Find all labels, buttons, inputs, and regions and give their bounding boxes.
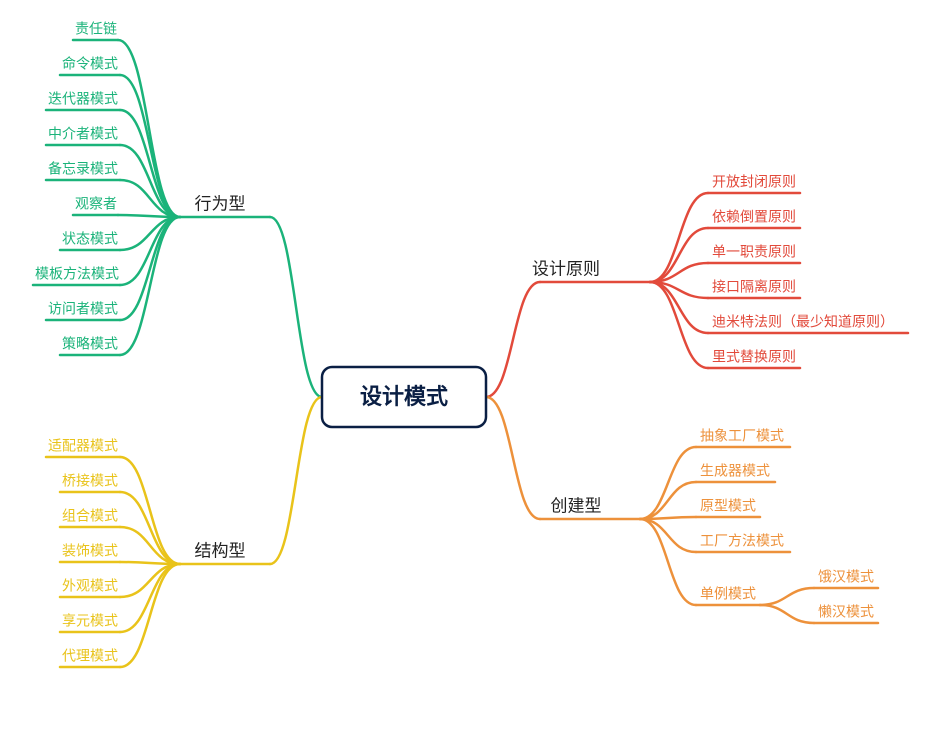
leaf-label-behavioral-6: 状态模式 <box>62 231 118 247</box>
leaf-label-structural-1: 桥接模式 <box>62 473 118 489</box>
edge-behavioral-leaf-0 <box>118 40 180 217</box>
leaf-label-behavioral-3: 中介者模式 <box>48 126 118 142</box>
edge-behavioral-leaf-1 <box>120 75 180 217</box>
leaf-label-behavioral-4: 备忘录模式 <box>48 161 118 177</box>
branch-label-creational: 创建型 <box>551 496 602 515</box>
edge-root-principles <box>486 282 540 397</box>
leaf-label-creational-0: 抽象工厂模式 <box>700 428 784 444</box>
edge-creational-leaf-4 <box>640 519 696 605</box>
branch-label-principles: 设计原则 <box>532 259 600 278</box>
edge-creational-leaf-1 <box>640 482 696 519</box>
leaf-label-behavioral-7: 模板方法模式 <box>35 266 119 282</box>
child-label-creational-4-0: 饿汉模式 <box>818 569 874 585</box>
leaf-label-behavioral-2: 迭代器模式 <box>48 91 118 107</box>
branch-label-behavioral: 行为型 <box>195 194 246 213</box>
leaf-label-structural-2: 组合模式 <box>62 508 118 524</box>
mindmap-canvas: 行为型 责任链命令模式迭代器模式中介者模式备忘录模式观察者状态模式模板方法模式访问… <box>0 0 931 754</box>
edge-principles-leaf-0 <box>650 193 708 282</box>
leaf-label-creational-1: 生成器模式 <box>700 463 770 479</box>
leaf-label-principles-2: 单一职责原则 <box>712 244 796 260</box>
edge-behavioral-leaf-2 <box>120 110 180 217</box>
leaf-label-behavioral-9: 策略模式 <box>62 336 118 352</box>
leaf-label-creational-3: 工厂方法模式 <box>700 533 784 549</box>
edge-root-creational <box>486 397 540 519</box>
leaf-label-principles-1: 依赖倒置原则 <box>712 209 796 225</box>
leaf-label-structural-6: 代理模式 <box>62 648 118 664</box>
edge-creational-leaf-3 <box>640 519 696 552</box>
leaf-label-principles-3: 接口隔离原则 <box>712 279 796 295</box>
leaf-label-creational-2: 原型模式 <box>700 498 756 514</box>
leaf-label-behavioral-5: 观察者 <box>75 196 117 212</box>
edge-creational-leaf-4-child-0 <box>760 588 814 605</box>
leaf-label-behavioral-8: 访问者模式 <box>48 301 118 317</box>
edge-structural-leaf-5 <box>120 564 180 632</box>
branch-label-structural: 结构型 <box>195 541 246 560</box>
edge-principles-leaf-5 <box>650 282 708 368</box>
edge-root-structural <box>270 397 322 564</box>
leaf-label-behavioral-0: 责任链 <box>75 21 117 37</box>
leaf-label-structural-5: 享元模式 <box>62 613 118 629</box>
leaf-label-behavioral-1: 命令模式 <box>62 56 118 72</box>
leaf-label-principles-4: 迪米特法则（最少知道原则） <box>712 314 894 330</box>
leaf-label-structural-4: 外观模式 <box>62 578 118 594</box>
leaf-label-principles-5: 里式替换原则 <box>712 349 796 365</box>
root-label: 设计模式 <box>360 384 448 409</box>
leaf-label-creational-4: 单例模式 <box>700 586 756 602</box>
edge-behavioral-leaf-7 <box>120 217 180 285</box>
edge-structural-leaf-0 <box>120 457 180 564</box>
edge-root-behavioral <box>270 217 322 397</box>
leaf-label-structural-3: 装饰模式 <box>62 543 118 559</box>
edge-creational-leaf-4-child-1 <box>760 605 814 623</box>
child-label-creational-4-1: 懒汉模式 <box>818 604 874 620</box>
edge-structural-leaf-2 <box>120 527 180 564</box>
leaf-label-principles-0: 开放封闭原则 <box>712 174 796 190</box>
leaf-label-structural-0: 适配器模式 <box>48 438 118 454</box>
edge-behavioral-leaf-9 <box>120 217 180 355</box>
